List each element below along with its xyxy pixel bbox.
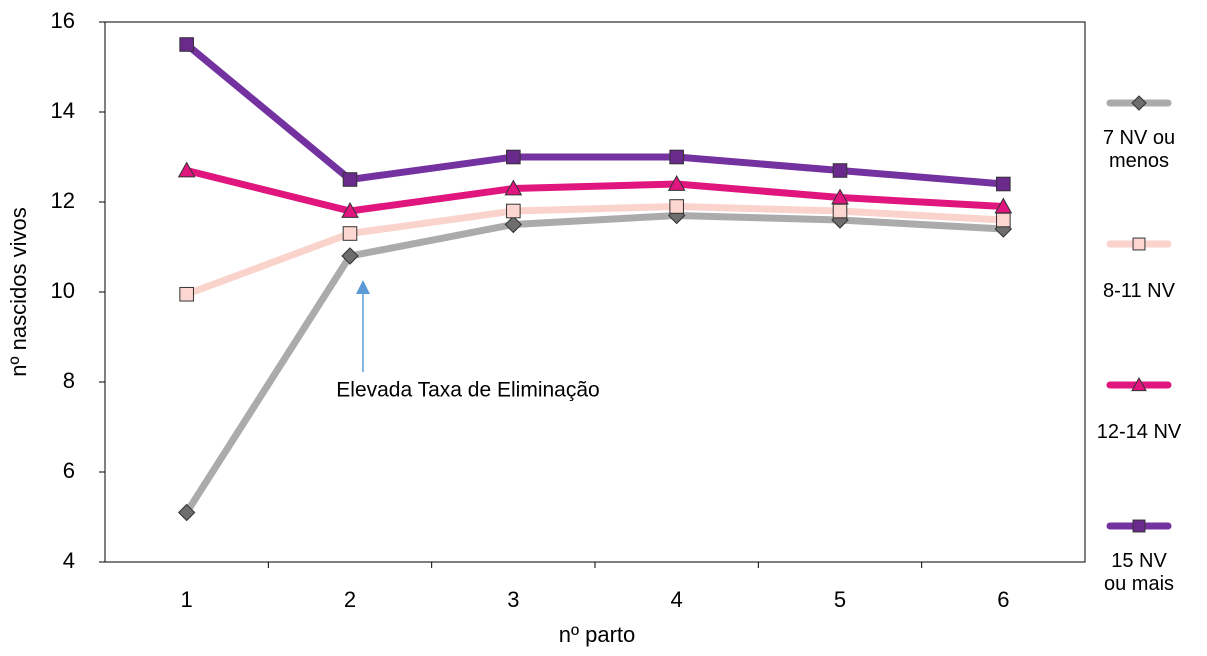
marker <box>179 286 194 302</box>
series-line <box>184 41 1004 188</box>
marker <box>179 37 194 52</box>
annotation-arrowhead <box>356 280 370 294</box>
marker <box>504 215 523 234</box>
marker <box>832 163 848 178</box>
x-tick-label: 4 <box>671 587 683 612</box>
marker <box>506 149 521 165</box>
legend-marker <box>1132 237 1146 251</box>
marker <box>504 179 523 196</box>
y-tick-label: 8 <box>63 368 75 393</box>
x-tick-label: 3 <box>507 587 519 612</box>
x-tick-label: 5 <box>834 587 846 612</box>
legend-entry: 15 NV ou mais <box>1103 550 1175 595</box>
y-tick-label: 4 <box>63 548 75 573</box>
marker <box>506 203 521 219</box>
marker <box>669 199 684 214</box>
y-tick-label: 12 <box>51 188 75 213</box>
marker <box>177 503 196 522</box>
series-line <box>185 203 1004 298</box>
legend-marker <box>1131 376 1147 392</box>
annotation: Elevada Taxa de Eliminação <box>336 379 599 402</box>
legend-entry: 12-14 NV <box>1096 421 1182 443</box>
marker <box>342 172 358 187</box>
y-tick-label: 16 <box>51 8 75 33</box>
legend-marker <box>1132 519 1146 533</box>
y-tick-label: 14 <box>51 98 75 123</box>
x-tick-label: 1 <box>181 587 193 612</box>
marker <box>667 174 686 191</box>
x-tick-label: 2 <box>344 587 356 612</box>
marker <box>994 197 1013 214</box>
marker <box>996 176 1011 192</box>
marker <box>341 201 359 218</box>
legend-marker <box>1131 95 1147 111</box>
series-line <box>183 212 1004 515</box>
legend-entry: 7 NV ou menos <box>1102 127 1176 172</box>
series-line <box>185 167 1004 215</box>
marker <box>996 212 1011 228</box>
y-axis-label: nº nascidos vivos <box>6 207 31 376</box>
legend-entry: 8-11 NV <box>1103 280 1175 302</box>
marker <box>177 161 196 178</box>
marker <box>341 247 359 265</box>
x-axis-label: nº parto <box>559 622 636 647</box>
y-tick-label: 6 <box>63 458 75 483</box>
y-tick-label: 10 <box>51 278 75 303</box>
marker <box>832 203 848 219</box>
marker <box>831 188 849 205</box>
marker <box>669 149 684 165</box>
marker <box>342 226 358 241</box>
x-tick-label: 6 <box>997 587 1009 612</box>
